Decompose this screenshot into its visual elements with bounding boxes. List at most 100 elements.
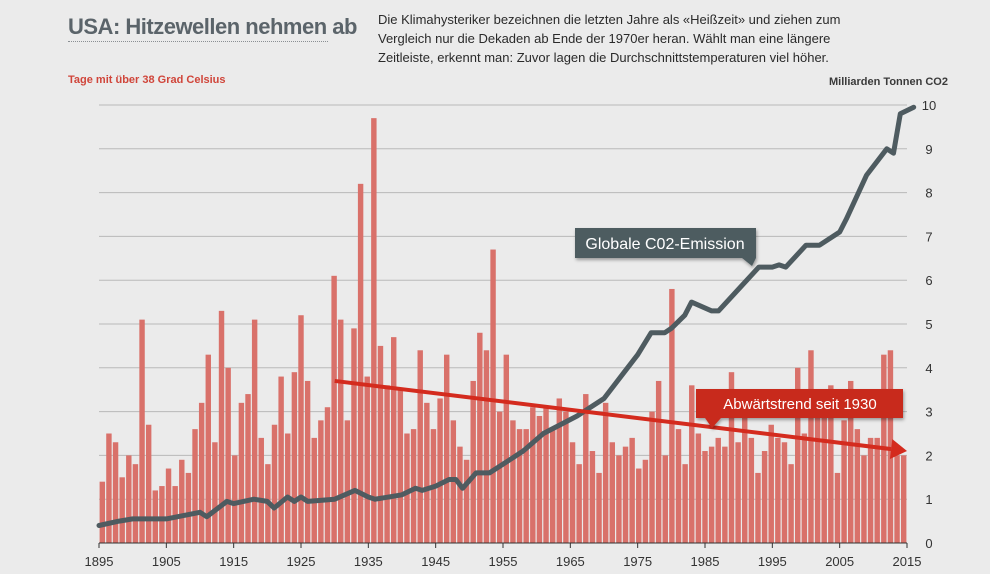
bar xyxy=(569,442,576,543)
bar xyxy=(371,118,377,543)
bar xyxy=(828,385,834,543)
bar xyxy=(689,385,695,543)
bar xyxy=(496,411,503,543)
bar xyxy=(324,407,331,543)
bar xyxy=(238,402,245,543)
bar xyxy=(682,464,688,543)
annotations: Globale C02-Emission Abwärtstrend seit 19… xyxy=(575,228,903,428)
bar xyxy=(285,433,291,543)
x-tick-label: 2005 xyxy=(825,554,854,569)
bar xyxy=(106,433,112,543)
bar xyxy=(258,437,264,543)
bar xyxy=(748,437,755,543)
bar xyxy=(344,420,351,543)
bar xyxy=(589,451,596,543)
bar xyxy=(583,394,589,543)
bar xyxy=(867,437,874,543)
bar xyxy=(437,398,443,543)
bar xyxy=(364,376,370,543)
bar xyxy=(251,319,258,543)
y-tick-label: 1 xyxy=(925,492,932,507)
co2-label-pointer xyxy=(742,258,756,266)
bar xyxy=(338,319,344,543)
x-tick-label: 1975 xyxy=(623,554,652,569)
co2-label-text: Globale C02-Emission xyxy=(585,236,744,253)
bar xyxy=(318,420,324,543)
bar xyxy=(145,424,152,543)
bar xyxy=(609,442,615,543)
x-tick-label: 1945 xyxy=(421,554,450,569)
bar xyxy=(616,455,622,543)
trend-label-pointer xyxy=(705,418,721,428)
bar xyxy=(543,407,549,543)
bar xyxy=(483,350,490,543)
bar xyxy=(622,446,629,543)
bar xyxy=(384,385,390,543)
bar xyxy=(271,424,278,543)
bar xyxy=(821,411,827,543)
bar xyxy=(331,275,337,543)
x-axis: 1895 1905 1915 1925 1935 1945 1955 1965 1975 1985… xyxy=(85,542,921,569)
bar xyxy=(457,446,463,543)
bar xyxy=(417,350,423,543)
bar xyxy=(278,376,284,543)
bar xyxy=(708,446,715,543)
bar xyxy=(132,464,139,543)
bar xyxy=(642,459,649,543)
chart-title: USA: Hitzewellen nehmen ab xyxy=(68,14,357,39)
bar xyxy=(404,433,410,543)
bar xyxy=(530,407,536,543)
bar xyxy=(894,455,900,543)
x-tick-label: 1965 xyxy=(556,554,585,569)
bars xyxy=(99,118,907,544)
bar xyxy=(808,350,814,543)
bar xyxy=(662,455,668,543)
trend-label-box xyxy=(696,389,903,418)
bar xyxy=(172,486,178,543)
bar xyxy=(192,429,198,543)
bar xyxy=(715,437,721,543)
chart-subtitle: Die Klimahysteriker bezeichnen die letzt… xyxy=(378,12,841,65)
bar xyxy=(139,319,145,543)
bar xyxy=(695,433,702,543)
x-tick-label: 1985 xyxy=(691,554,720,569)
co2-label-callout: Globale C02-Emission xyxy=(575,228,756,266)
bar xyxy=(225,367,231,543)
bar xyxy=(801,433,808,543)
bar xyxy=(755,472,761,543)
bar xyxy=(503,354,510,543)
bar xyxy=(669,288,675,543)
y-tick-label: 6 xyxy=(925,273,932,288)
bar xyxy=(99,481,106,543)
y-tick-label: 5 xyxy=(925,317,932,332)
y-tick-label: 10 xyxy=(922,98,936,113)
x-tick-label: 1905 xyxy=(152,554,181,569)
bar xyxy=(185,472,192,543)
y-tick-label: 0 xyxy=(925,536,932,551)
bar xyxy=(834,472,841,543)
bar xyxy=(443,354,450,543)
bar xyxy=(576,464,582,543)
bar xyxy=(742,415,748,543)
bar xyxy=(655,380,662,543)
bar xyxy=(563,411,569,543)
co2-line-layer xyxy=(96,104,917,528)
bar xyxy=(112,442,119,543)
bar xyxy=(847,380,854,543)
bar xyxy=(722,446,728,543)
right-y-axis: 0 1 2 3 4 5 6 7 8 9 10 xyxy=(922,98,936,551)
bar xyxy=(874,437,880,543)
bar xyxy=(602,402,609,543)
x-tick-label: 1915 xyxy=(219,554,248,569)
bar xyxy=(549,429,556,543)
x-tick-label: 1895 xyxy=(85,554,114,569)
bar xyxy=(629,437,635,543)
bar xyxy=(788,464,794,543)
bar xyxy=(675,429,682,543)
bar xyxy=(775,437,781,543)
bar xyxy=(735,442,741,543)
bar xyxy=(304,380,311,543)
bar xyxy=(311,437,317,543)
bar xyxy=(198,402,205,543)
left-axis-label: Tage mit über 38 Grad Celsius xyxy=(68,74,226,86)
